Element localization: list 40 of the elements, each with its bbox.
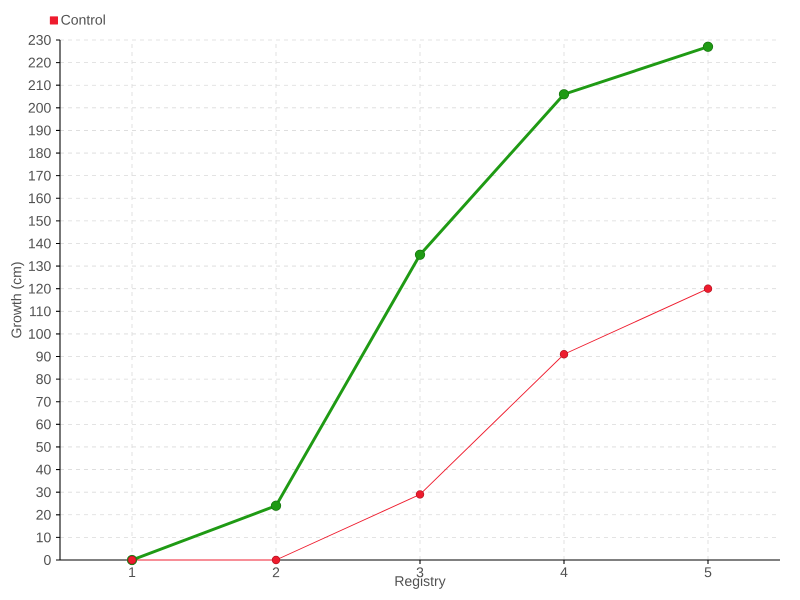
y-tick-label: 0 [44,555,51,565]
y-tick-label: 170 [28,170,51,181]
y-tick-label: 120 [28,284,51,294]
y-tick-label: 220 [28,58,51,68]
y-tick-label: 30 [36,487,51,498]
point [416,490,424,499]
x-axis-title: Registry [395,576,446,589]
y-tick-label: 180 [28,148,51,158]
point [704,284,712,293]
point [270,500,282,511]
y-tick-label: 70 [36,396,51,407]
point [272,556,280,564]
y-tick-label: 40 [36,464,51,475]
x-tick-label: 5 [704,567,712,578]
y-tick-label: 10 [36,532,51,542]
y-tick-label: 200 [28,102,51,113]
y-tick-label: 210 [28,80,51,90]
y-tick-label: 100 [28,328,51,339]
y-tick-label: 80 [36,374,51,384]
y-tick-label: 90 [36,352,51,362]
y-tick-label: 230 [28,35,51,45]
point [414,250,426,260]
y-tick-label: 50 [36,442,51,452]
y-tick-label: 20 [36,510,51,520]
point [560,350,568,358]
y-tick-label: 190 [28,125,51,136]
y-tick-label: 130 [28,261,51,272]
y-tick-label: 160 [28,193,51,204]
x-tick-label: 1 [129,567,136,578]
x-tick-label: 4 [560,567,568,578]
y-tick-label: 110 [30,306,51,316]
x-tick-label: 3 [416,567,424,578]
legend-label: Control [61,14,105,25]
y-tick-label: 150 [28,216,51,226]
y-tick-label: 60 [36,419,51,430]
y-axis-title: Growth (cm) [11,262,24,338]
x-tick-label: 2 [272,567,280,578]
point [702,42,714,52]
point [558,89,570,100]
y-tick-label: 140 [28,238,51,248]
